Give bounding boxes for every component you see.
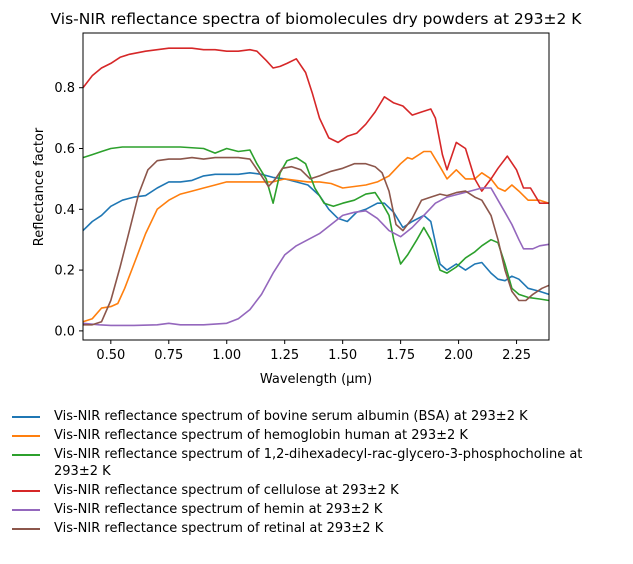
x-tick-label: 1.00 — [212, 348, 241, 363]
legend-swatch — [12, 528, 40, 530]
series-line-4 — [82, 47, 549, 204]
series-line-6 — [83, 156, 550, 326]
y-tick-label: 0.8 — [54, 81, 75, 96]
legend-label: Vis-NIR reflectance spectrum of 1,2-dihe… — [54, 447, 583, 479]
legend-label: Vis-NIR reflectance spectrum of hemoglob… — [54, 428, 468, 443]
x-tick-label: 1.50 — [328, 348, 357, 363]
legend-label: Vis-NIR reflectance spectrum of hemin at… — [54, 502, 383, 517]
legend-item: Vis-NIR reflectance spectrum of bovine s… — [12, 408, 630, 425]
x-tick-label: 2.25 — [502, 348, 531, 363]
legend-label: Vis-NIR reflectance spectrum of retinal … — [54, 521, 384, 536]
y-tick-label: 0.4 — [54, 203, 75, 218]
x-tick-label: 0.75 — [154, 348, 183, 363]
legend-item: Vis-NIR reflectance spectrum of 1,2-dihe… — [12, 446, 630, 480]
x-axis-label: Wavelength (μm) — [260, 372, 372, 387]
legend-item: Vis-NIR reflectance spectrum of hemin at… — [12, 501, 630, 518]
legend-swatch — [12, 509, 40, 511]
chart: Vis-NIR reflectance spectra of biomolecu… — [32, 10, 583, 387]
legend-label: Vis-NIR reflectance spectrum of bovine s… — [54, 409, 528, 424]
legend-swatch — [12, 435, 40, 437]
series-line-1 — [82, 172, 550, 296]
legend-item: Vis-NIR reflectance spectrum of cellulos… — [12, 482, 630, 499]
x-tick-label: 1.25 — [270, 348, 299, 363]
legend-item: Vis-NIR reflectance spectrum of hemoglob… — [12, 427, 630, 444]
series-line-3 — [82, 146, 550, 302]
legend-swatch — [12, 416, 40, 418]
x-axis-ticks: 0.50 0.75 1.00 1.25 1.50 1.75 2.00 2.25 — [96, 340, 531, 363]
x-tick-label: 0.50 — [96, 348, 125, 363]
y-tick-label: 0.6 — [54, 142, 75, 157]
legend-item: Vis-NIR reflectance spectrum of retinal … — [12, 520, 630, 537]
legend-swatch — [12, 454, 40, 456]
y-tick-label: 0.2 — [54, 264, 75, 279]
x-tick-label: 1.75 — [386, 348, 415, 363]
legend-label: Vis-NIR reflectance spectrum of cellulos… — [54, 483, 399, 498]
y-axis-label: Reflectance factor — [32, 127, 47, 246]
y-axis-ticks: 0.0 0.2 0.4 0.6 0.8 — [54, 81, 83, 339]
legend: Vis-NIR reflectance spectrum of bovine s… — [12, 408, 630, 539]
x-tick-label: 2.00 — [444, 348, 473, 363]
chart-title: Vis-NIR reflectance spectra of biomolecu… — [51, 10, 583, 28]
y-tick-label: 0.0 — [54, 324, 75, 339]
plot-frame — [82, 32, 550, 341]
legend-swatch — [12, 490, 40, 492]
series-line-2 — [82, 150, 550, 323]
series-line-5 — [82, 187, 550, 327]
series-layer — [82, 47, 550, 327]
